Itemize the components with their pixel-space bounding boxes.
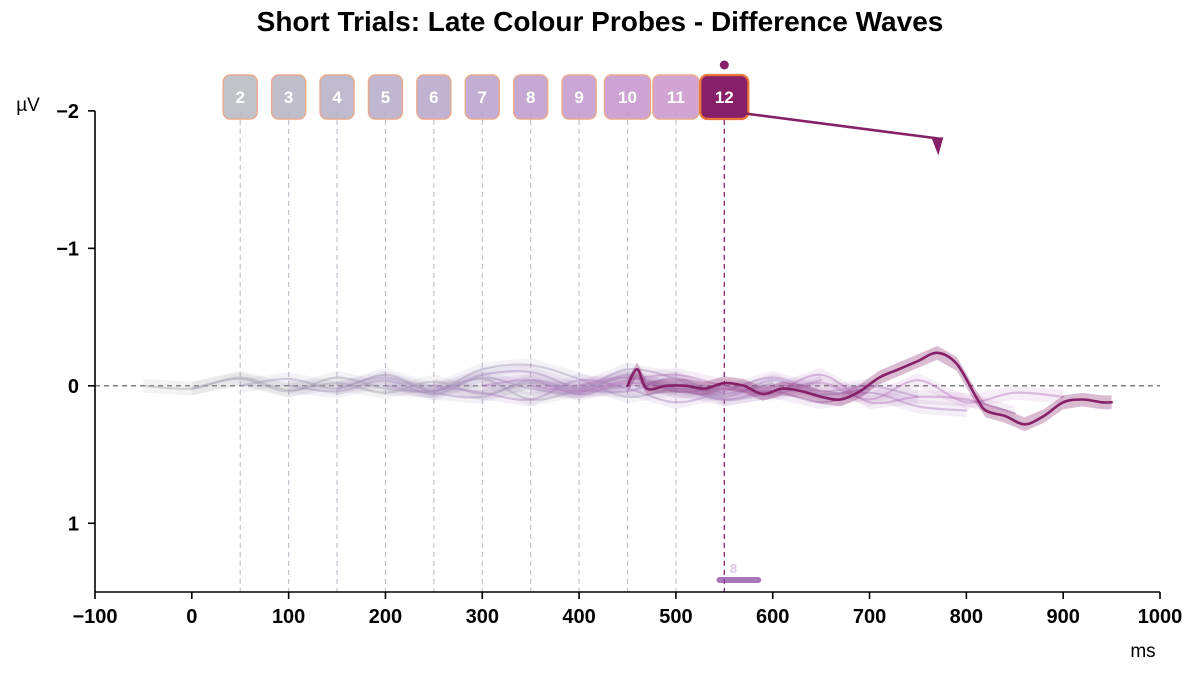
series-confidence-band bbox=[579, 370, 1064, 410]
probe-number-label: 10 bbox=[618, 88, 637, 107]
series-confidence-band bbox=[240, 358, 725, 404]
highlight-annotations: 8 bbox=[716, 60, 944, 583]
x-tick-label: 0 bbox=[186, 606, 197, 628]
probe-number-label: 6 bbox=[429, 88, 438, 107]
probe-box bbox=[699, 73, 750, 121]
probe-box bbox=[512, 74, 549, 120]
y-tick-label: −1 bbox=[56, 238, 79, 260]
probe-number-label: 9 bbox=[574, 88, 583, 107]
series-confidence-band bbox=[433, 370, 918, 410]
x-tick-label: 500 bbox=[659, 606, 692, 628]
probe-box bbox=[222, 74, 258, 120]
probe-marker-6: 6 bbox=[416, 74, 452, 120]
series-line bbox=[287, 373, 774, 396]
x-tick-label: 300 bbox=[466, 606, 499, 628]
probe-box bbox=[603, 74, 652, 120]
probe-marker-11: 11 bbox=[652, 74, 700, 120]
series-line bbox=[384, 369, 871, 398]
series-confidence-band bbox=[337, 362, 822, 407]
probe-number-label: 12 bbox=[715, 88, 734, 107]
series-line bbox=[335, 367, 823, 401]
x-tick-label: 1000 bbox=[1138, 606, 1183, 628]
probe-number-label: 5 bbox=[381, 88, 390, 107]
probe-box bbox=[652, 74, 700, 120]
series-confidence-band bbox=[191, 370, 676, 407]
series-confidence-band bbox=[530, 367, 1015, 421]
probe-number-label: 2 bbox=[235, 88, 244, 107]
highlight-dot bbox=[719, 60, 729, 70]
series-confidence-band bbox=[143, 370, 628, 401]
x-axis-unit-label: ms bbox=[1130, 641, 1155, 662]
probe-marker-9: 9 bbox=[561, 74, 597, 120]
y-axis-unit-label: µV bbox=[16, 95, 40, 116]
series-confidence-band bbox=[288, 367, 773, 401]
probe-marker-4: 4 bbox=[319, 74, 355, 120]
series-line bbox=[190, 376, 677, 401]
x-tick-label: 200 bbox=[369, 606, 402, 628]
x-tick-label: 600 bbox=[756, 606, 789, 628]
significance-bar-label: 8 bbox=[730, 561, 737, 576]
probe-marker-10: 10 bbox=[603, 74, 652, 120]
series-confidence-band bbox=[627, 345, 1112, 432]
probe-marker-8: 8 bbox=[512, 74, 549, 120]
highlight-pointer-line bbox=[724, 109, 938, 140]
probe-box bbox=[416, 74, 452, 120]
series-line bbox=[142, 376, 629, 396]
probe-number-label: 8 bbox=[526, 88, 535, 107]
probe-box bbox=[464, 74, 500, 120]
x-tick-label: 700 bbox=[853, 606, 886, 628]
x-tick-label: −100 bbox=[72, 606, 117, 628]
chart-title: Short Trials: Late Colour Probes - Diffe… bbox=[257, 6, 944, 37]
x-tick-label: 900 bbox=[1046, 606, 1079, 628]
probe-box bbox=[270, 74, 307, 120]
probe-markers: 2 3 4 5 6 7 8 9 10 11 12 bbox=[222, 73, 750, 121]
y-tick-label: −2 bbox=[56, 101, 79, 123]
difference-wave-series bbox=[142, 345, 1113, 432]
probe-marker-7: 7 bbox=[464, 74, 500, 120]
x-tick-label: 400 bbox=[562, 606, 595, 628]
y-tick-label: 1 bbox=[68, 513, 79, 535]
y-tick-label: 0 bbox=[68, 376, 79, 398]
probe-box bbox=[319, 74, 355, 120]
probe-marker-3: 3 bbox=[270, 74, 307, 120]
series-line bbox=[481, 378, 968, 412]
highlight-pointer-arrowhead bbox=[931, 137, 944, 156]
axes: −100 0 100 200 300 400 500 600 700 800 900 1000 −2 −1… bbox=[56, 101, 1182, 628]
x-tick-label: 800 bbox=[950, 606, 983, 628]
x-tick-label: 100 bbox=[272, 606, 305, 628]
series-line bbox=[239, 363, 726, 399]
probe-number-label: 11 bbox=[667, 88, 685, 107]
series-line bbox=[432, 376, 920, 404]
probe-number-label: 7 bbox=[478, 88, 487, 107]
probe-marker-12: 12 bbox=[699, 73, 750, 121]
probe-number-label: 4 bbox=[332, 88, 342, 107]
probe-marker-2: 2 bbox=[222, 74, 258, 120]
probe-marker-5: 5 bbox=[367, 74, 404, 120]
series-line bbox=[626, 351, 1113, 426]
probe-number-label: 3 bbox=[284, 88, 293, 107]
probe-box bbox=[561, 74, 597, 120]
probe-box bbox=[367, 74, 404, 120]
series-confidence-band bbox=[482, 373, 967, 418]
probe-onset-lines bbox=[239, 110, 725, 592]
